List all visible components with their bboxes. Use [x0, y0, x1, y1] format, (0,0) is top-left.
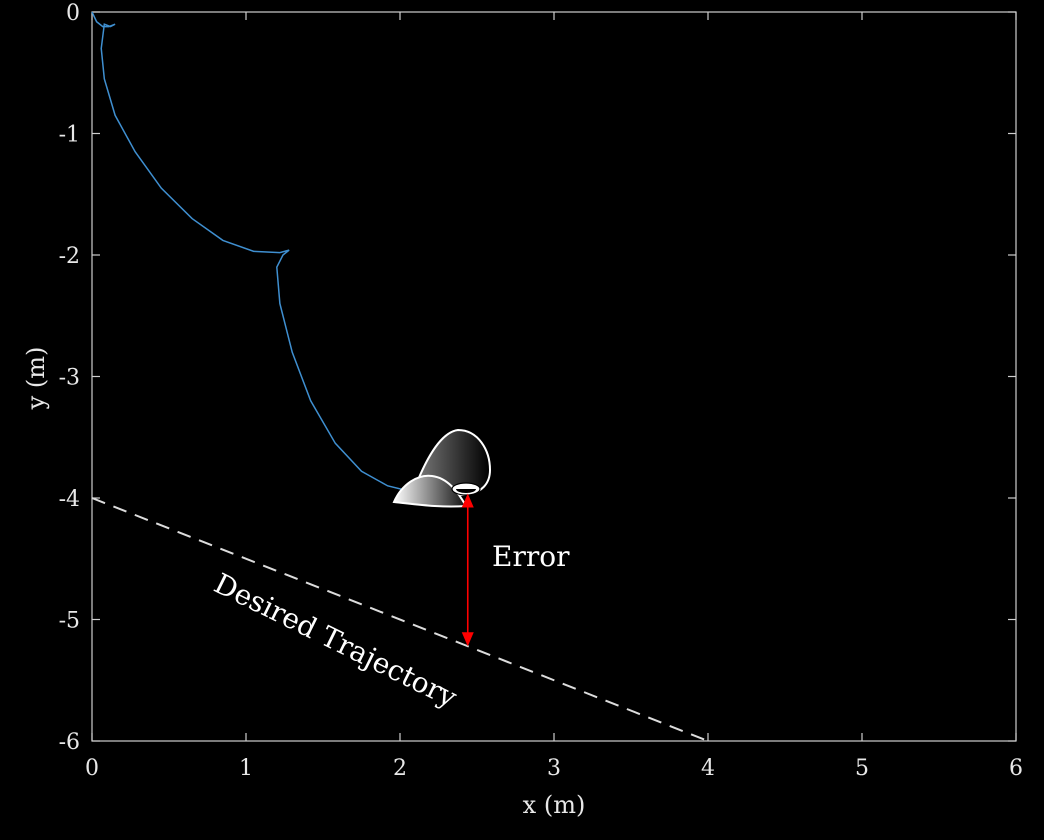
x-tick-label: 1	[239, 756, 253, 781]
error-arrow-head-top	[461, 493, 474, 508]
x-tick-label: 2	[393, 756, 407, 781]
robot-wheel-shade	[456, 489, 476, 493]
desired-trajectory-line	[91, 497, 709, 742]
y-tick-label: -1	[59, 123, 80, 148]
x-tick-label: 5	[855, 756, 869, 781]
x-tick-label: 0	[85, 756, 99, 781]
x-tick-label: 3	[547, 756, 561, 781]
y-tick-label: -3	[59, 366, 80, 391]
y-axis-label: y (m)	[22, 347, 50, 411]
robot-icon	[392, 428, 492, 508]
y-tick-label: 0	[66, 1, 80, 26]
x-tick-label: 6	[1009, 756, 1023, 781]
y-tick-label: -5	[59, 609, 80, 634]
y-tick-label: -2	[59, 244, 80, 269]
y-tick-label: -4	[59, 487, 80, 512]
x-tick-label: 4	[701, 756, 715, 781]
error-arrow-head-bottom	[461, 632, 474, 647]
axis-ticks	[91, 11, 1017, 742]
x-axis-label: x (m)	[523, 791, 586, 819]
error-arrow	[461, 493, 474, 647]
error-label: Error	[492, 540, 570, 573]
y-tick-label: -6	[59, 730, 80, 755]
robot-path-line	[91, 11, 468, 492]
axis-tick-labels: 0 1 2 3 4 5 6 0 -1 -2 -3 -4 -5 -6	[59, 1, 1023, 781]
